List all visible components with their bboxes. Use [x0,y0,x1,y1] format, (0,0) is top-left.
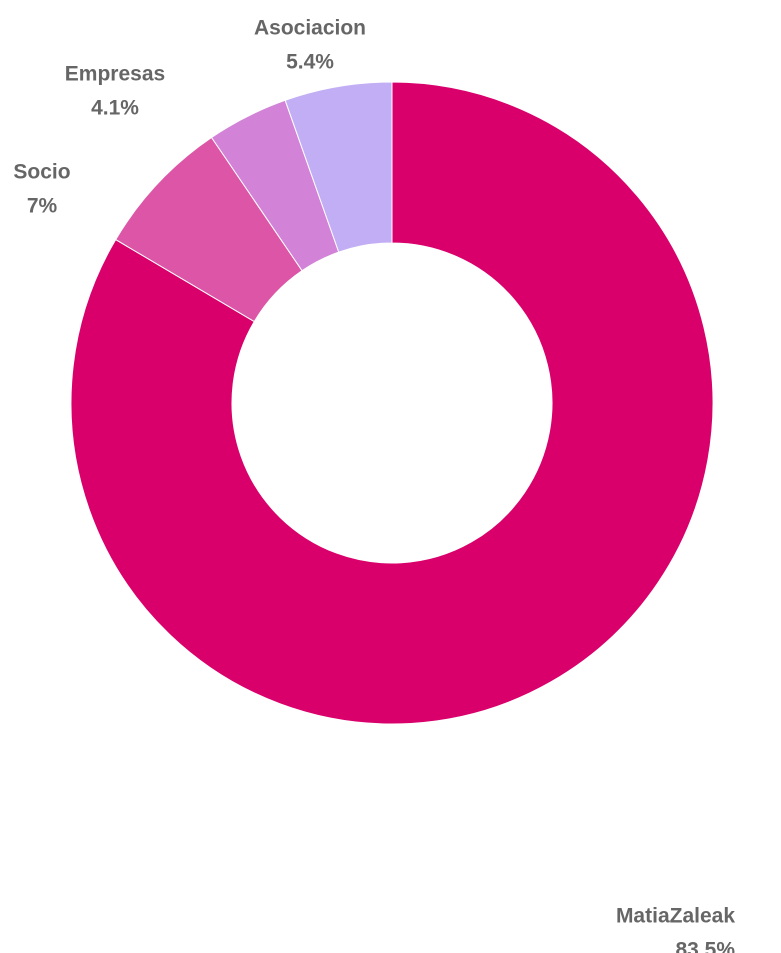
slice-asociacion [284,81,393,253]
slice-value-matiazaleak: 83.5% [675,938,735,953]
slice-label-asociacion: Asociacion [254,16,366,39]
slice-label-empresas: Empresas [65,62,165,85]
slice-label-matiazaleak: MatiaZaleak [616,904,735,927]
slice-value-asociacion: 5.4% [286,50,334,73]
slice-value-socio: 7% [27,194,58,217]
slices-group [70,81,714,725]
labels-group: MatiaZaleak 83.5% Socio 7% Empresas 4.1% Asoci… [13,16,735,953]
slice-value-empresas: 4.1% [91,96,139,119]
slice-label-socio: Socio [13,160,70,183]
slice-matiazaleak [70,81,714,725]
